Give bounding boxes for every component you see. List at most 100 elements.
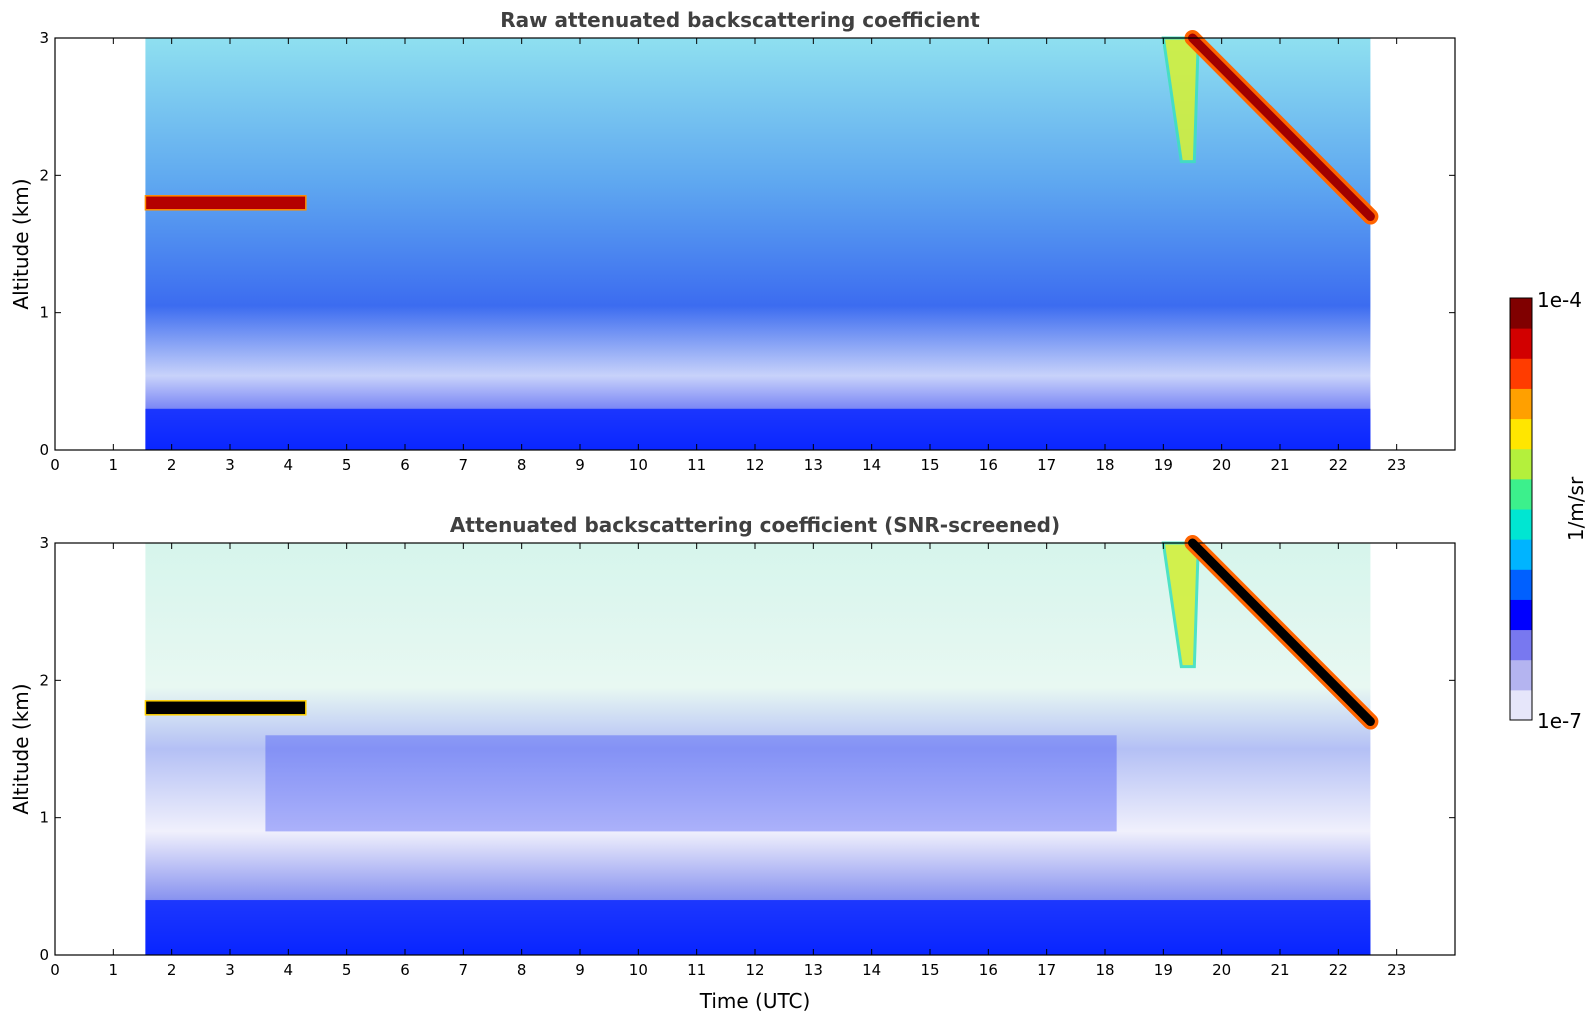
x-tick-label: 18 xyxy=(1095,456,1114,474)
x-tick-label: 10 xyxy=(629,961,648,979)
y-tick-label: 2 xyxy=(39,166,49,184)
x-tick-label: 1 xyxy=(109,456,119,474)
surface-layer xyxy=(145,900,1371,955)
x-tick-label: 4 xyxy=(284,456,294,474)
x-tick-label: 22 xyxy=(1329,961,1348,979)
x-tick-label: 8 xyxy=(517,961,527,979)
x-tick-label: 21 xyxy=(1270,456,1289,474)
x-tick-label: 6 xyxy=(400,456,410,474)
top-panel-y-ticks: 0 1 2 3 xyxy=(39,29,1455,459)
x-tick-label: 17 xyxy=(1037,961,1056,979)
x-tick-label: 14 xyxy=(862,456,881,474)
x-tick-label: 14 xyxy=(862,961,881,979)
x-tick-label: 3 xyxy=(225,961,235,979)
bottom-panel: Attenuated backscattering coefficient (S… xyxy=(9,513,1456,1013)
x-tick-label: 0 xyxy=(50,961,60,979)
x-tick-label: 15 xyxy=(920,456,939,474)
colorbar-band xyxy=(1510,328,1532,359)
x-tick-label: 23 xyxy=(1387,961,1406,979)
x-tick-label: 3 xyxy=(225,456,235,474)
colorbar-band xyxy=(1510,478,1532,510)
x-tick-label: 6 xyxy=(400,961,410,979)
x-tick-label: 8 xyxy=(517,456,527,474)
bottom-panel-x-ticks: 0 1 2 3 4 5 6 7 8 9 10 11 12 13 14 15 16 17 18 19 20 21 22 23 xyxy=(50,543,1406,979)
data-field-1 xyxy=(145,543,1371,955)
colorbar-bands xyxy=(1510,298,1532,721)
top-panel-x-ticks: 0 1 2 3 4 5 6 7 8 9 10 11 12 13 14 15 16 17 18 19 20 21 22 23 xyxy=(50,38,1406,474)
x-tick-label: 4 xyxy=(284,961,294,979)
x-tick-label: 17 xyxy=(1037,456,1056,474)
top-panel-title: Raw attenuated backscattering coefficien… xyxy=(500,8,980,32)
x-tick-label: 5 xyxy=(342,456,352,474)
top-panel-background xyxy=(145,38,1371,450)
evening-cloud-core xyxy=(1188,33,1375,222)
y-tick-label: 1 xyxy=(39,809,49,827)
x-tick-label: 12 xyxy=(745,456,764,474)
surface-layer xyxy=(145,408,1371,450)
x-tick-label: 16 xyxy=(979,961,998,979)
early-cloud xyxy=(144,700,307,716)
colorbar-band xyxy=(1510,358,1532,389)
colorbar: 1e-4 1e-7 1/m/sr xyxy=(1509,288,1588,733)
x-tick-label: 1 xyxy=(109,961,119,979)
x-tick-label: 19 xyxy=(1154,961,1173,979)
top-panel-features xyxy=(144,30,1379,450)
colorbar-band xyxy=(1510,689,1532,721)
colorbar-band xyxy=(1510,448,1532,480)
bottom-panel-y-ticks: 0 1 2 3 xyxy=(39,534,1455,964)
y-tick-label: 1 xyxy=(39,304,49,322)
x-tick-label: 23 xyxy=(1387,456,1406,474)
colorbar-band xyxy=(1510,599,1532,631)
top-panel-y-label: Altitude (km) xyxy=(9,178,33,309)
x-tick-label: 13 xyxy=(804,456,823,474)
colorbar-band xyxy=(1510,539,1532,570)
x-tick-label: 22 xyxy=(1329,456,1348,474)
x-tick-label: 11 xyxy=(687,961,706,979)
bottom-panel-y-label: Altitude (km) xyxy=(9,683,33,814)
x-tick-label: 7 xyxy=(459,456,469,474)
colorbar-min-label: 1e-7 xyxy=(1537,709,1582,733)
colorbar-band xyxy=(1510,569,1532,600)
colorbar-band xyxy=(1510,509,1532,540)
x-tick-label: 20 xyxy=(1212,456,1231,474)
colorbar-band xyxy=(1510,418,1532,450)
bottom-panel-title: Attenuated backscattering coefficient (S… xyxy=(450,513,1060,537)
colorbar-max-label: 1e-4 xyxy=(1537,288,1582,312)
x-tick-label: 2 xyxy=(167,456,177,474)
y-tick-label: 3 xyxy=(39,534,49,552)
early-cloud xyxy=(144,195,307,211)
x-tick-label: 9 xyxy=(575,456,585,474)
y-tick-label: 0 xyxy=(39,441,49,459)
colorbar-frame xyxy=(1509,297,1533,721)
x-tick-label: 2 xyxy=(167,961,177,979)
y-tick-label: 2 xyxy=(39,671,49,689)
bottom-panel-background xyxy=(145,543,1371,955)
colorbar-band xyxy=(1510,659,1532,691)
x-tick-label: 9 xyxy=(575,961,585,979)
x-tick-label: 11 xyxy=(687,456,706,474)
x-tick-label: 0 xyxy=(50,456,60,474)
top-panel: Raw attenuated backscattering coefficien… xyxy=(9,8,1456,474)
x-tick-label: 20 xyxy=(1212,961,1231,979)
x-tick-label: 21 xyxy=(1270,961,1289,979)
bottom-panel-x-label: Time (UTC) xyxy=(699,989,811,1013)
y-tick-label: 3 xyxy=(39,29,49,47)
x-tick-label: 7 xyxy=(459,961,469,979)
x-tick-label: 19 xyxy=(1154,456,1173,474)
bottom-panel-features xyxy=(144,535,1379,955)
data-field-0 xyxy=(145,38,1371,450)
y-tick-label: 0 xyxy=(39,946,49,964)
evening-cloud-core xyxy=(1188,538,1375,727)
colorbar-band xyxy=(1510,629,1532,661)
x-tick-label: 12 xyxy=(745,961,764,979)
aerosol-layer xyxy=(265,735,1117,832)
colorbar-label: 1/m/sr xyxy=(1564,476,1588,541)
colorbar-band xyxy=(1510,298,1532,329)
x-tick-label: 18 xyxy=(1095,961,1114,979)
x-tick-label: 13 xyxy=(804,961,823,979)
colorbar-band xyxy=(1510,388,1532,420)
x-tick-label: 16 xyxy=(979,456,998,474)
x-tick-label: 5 xyxy=(342,961,352,979)
x-tick-label: 10 xyxy=(629,456,648,474)
